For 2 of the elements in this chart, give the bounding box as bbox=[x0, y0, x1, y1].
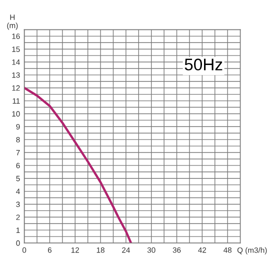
annotation: 50Hz bbox=[184, 58, 222, 70]
line-series bbox=[24, 86, 132, 243]
